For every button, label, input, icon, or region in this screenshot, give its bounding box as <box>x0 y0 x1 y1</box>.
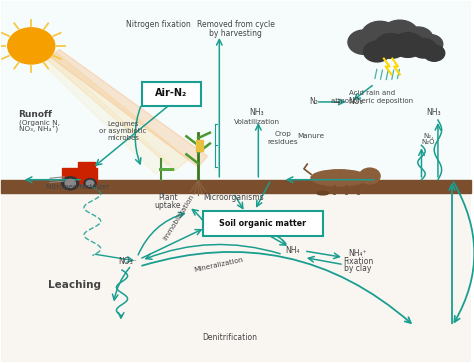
Circle shape <box>403 27 433 50</box>
Circle shape <box>8 28 55 64</box>
Circle shape <box>65 179 75 187</box>
Bar <box>0 1 471 180</box>
Text: N₂,: N₂, <box>423 133 434 139</box>
Text: Air-N₂: Air-N₂ <box>155 88 187 98</box>
Text: NO₃: NO₃ <box>348 97 363 106</box>
Text: microbes: microbes <box>107 135 139 141</box>
Text: Nitrogen fixation: Nitrogen fixation <box>126 20 191 29</box>
Circle shape <box>392 33 424 57</box>
Text: Plant: Plant <box>158 193 177 202</box>
Text: N₂O: N₂O <box>422 139 435 146</box>
Text: residues: residues <box>267 139 298 145</box>
Text: Mineralization: Mineralization <box>193 257 244 273</box>
Circle shape <box>86 180 94 186</box>
Circle shape <box>375 34 407 58</box>
Circle shape <box>361 21 399 50</box>
Circle shape <box>348 30 380 54</box>
Polygon shape <box>43 57 170 174</box>
Text: Acid rain and: Acid rain and <box>349 90 395 96</box>
Text: Fixation: Fixation <box>343 257 373 266</box>
Text: by harvesting: by harvesting <box>210 29 262 38</box>
Text: NH₄⁺: NH₄⁺ <box>349 249 367 258</box>
Text: Removed from cycle: Removed from cycle <box>197 20 275 29</box>
Text: Volatilization: Volatilization <box>234 119 280 125</box>
Text: Runoff: Runoff <box>18 110 53 119</box>
Bar <box>0 180 471 193</box>
Ellipse shape <box>317 191 328 195</box>
Bar <box>78 162 95 172</box>
Circle shape <box>418 34 443 54</box>
Circle shape <box>84 179 96 188</box>
FancyBboxPatch shape <box>142 82 201 106</box>
Bar <box>0 193 471 362</box>
Ellipse shape <box>311 170 367 186</box>
Polygon shape <box>50 49 208 167</box>
Text: Microorganisms: Microorganisms <box>203 193 264 202</box>
Text: NH₄: NH₄ <box>285 246 300 256</box>
Polygon shape <box>48 53 189 171</box>
Circle shape <box>381 20 419 49</box>
Text: (Organic N,: (Organic N, <box>18 120 59 126</box>
Text: Nitrogen fertilizer: Nitrogen fertilizer <box>46 184 110 190</box>
Text: Crop: Crop <box>274 131 291 138</box>
Circle shape <box>364 41 391 62</box>
Circle shape <box>62 177 79 190</box>
Text: NH₃: NH₃ <box>250 108 264 117</box>
Text: or asymbiotic: or asymbiotic <box>99 128 146 134</box>
Text: Manure: Manure <box>297 133 325 139</box>
FancyBboxPatch shape <box>203 211 323 236</box>
Circle shape <box>359 168 380 184</box>
Text: Leaching: Leaching <box>48 280 100 290</box>
Circle shape <box>424 45 445 61</box>
Text: by clay: by clay <box>344 264 372 273</box>
Text: Soil organic matter: Soil organic matter <box>219 219 306 228</box>
Text: →: → <box>334 97 340 106</box>
Text: N₂: N₂ <box>309 97 318 106</box>
Text: NH₃: NH₃ <box>426 108 440 117</box>
Text: uptake: uptake <box>155 200 181 209</box>
Text: NO₃, NH₄⁺): NO₃, NH₄⁺) <box>18 126 58 134</box>
Bar <box>62 168 97 183</box>
Circle shape <box>411 38 436 58</box>
Text: Immobilization: Immobilization <box>162 193 195 242</box>
Text: atmospheric deposition: atmospheric deposition <box>331 98 413 104</box>
Text: NO₃⁻: NO₃⁻ <box>118 257 137 266</box>
Text: Legumes: Legumes <box>107 121 139 127</box>
Bar <box>196 140 203 151</box>
Text: Denitrification: Denitrification <box>202 333 257 342</box>
